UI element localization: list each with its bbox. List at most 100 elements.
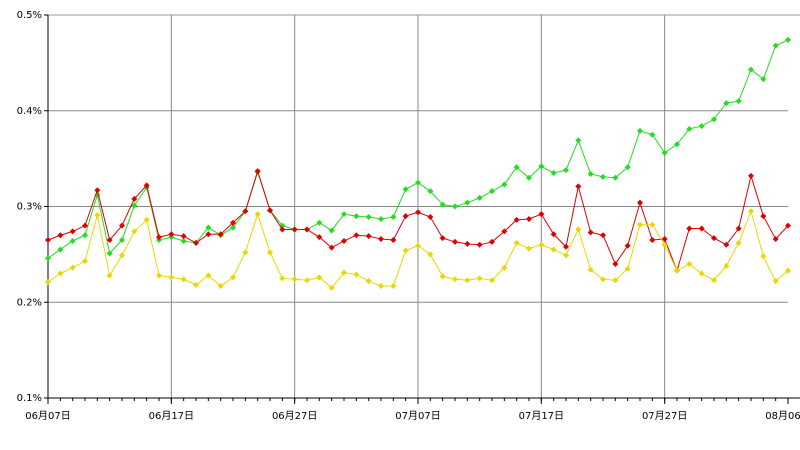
y-tick-label: 0.1% xyxy=(17,393,42,404)
y-tick-label: 0.4% xyxy=(17,106,42,117)
data-point xyxy=(69,264,76,271)
data-point xyxy=(526,245,532,252)
data-point xyxy=(402,247,409,254)
data-point xyxy=(341,211,347,218)
data-point xyxy=(242,249,249,256)
data-point xyxy=(168,274,175,281)
data-point xyxy=(772,236,779,243)
data-point xyxy=(513,216,520,223)
x-tick-label: 07月07日 xyxy=(395,410,440,422)
data-point xyxy=(723,262,730,269)
data-point xyxy=(649,237,656,244)
data-point xyxy=(661,149,668,156)
data-point xyxy=(735,98,742,105)
x-tick-label: 06月27日 xyxy=(272,410,317,422)
data-point xyxy=(476,241,483,248)
data-point xyxy=(563,243,569,250)
data-point xyxy=(205,272,212,279)
data-point xyxy=(624,242,631,249)
data-point xyxy=(550,231,557,238)
data-point xyxy=(501,228,508,235)
data-point xyxy=(353,232,360,239)
data-point xyxy=(217,282,224,289)
data-point xyxy=(69,228,76,235)
data-point xyxy=(686,125,693,132)
data-point xyxy=(304,226,310,233)
data-point xyxy=(365,233,372,240)
data-point xyxy=(538,211,545,218)
data-point xyxy=(464,277,471,284)
data-point xyxy=(785,36,791,43)
data-point xyxy=(489,238,495,245)
data-point xyxy=(538,163,545,170)
data-point xyxy=(316,234,323,241)
data-point xyxy=(131,202,138,209)
data-point xyxy=(279,275,286,282)
data-point xyxy=(698,123,705,130)
data-point xyxy=(156,272,162,279)
data-point xyxy=(637,221,643,228)
data-point xyxy=(735,239,742,246)
data-point xyxy=(612,260,619,267)
data-point xyxy=(82,222,88,229)
data-point xyxy=(131,228,138,235)
data-point xyxy=(119,237,125,244)
data-point xyxy=(279,226,286,233)
data-point xyxy=(267,249,273,256)
data-point xyxy=(353,271,360,278)
data-point xyxy=(600,232,606,239)
data-point xyxy=(575,183,582,190)
data-point xyxy=(82,258,88,265)
data-point xyxy=(452,276,458,283)
data-point xyxy=(698,225,705,232)
data-point xyxy=(526,215,532,222)
data-point xyxy=(760,253,767,260)
data-point xyxy=(230,224,236,231)
x-tick-label: 06月17日 xyxy=(149,410,194,422)
data-point xyxy=(748,66,754,73)
data-point xyxy=(180,233,187,240)
data-point xyxy=(550,169,557,176)
data-point xyxy=(489,277,495,284)
data-point xyxy=(772,278,779,285)
data-point xyxy=(316,274,323,281)
data-point xyxy=(254,211,261,218)
data-point xyxy=(242,208,249,215)
data-point xyxy=(723,241,730,248)
data-point xyxy=(476,194,483,201)
data-point xyxy=(526,174,532,181)
data-point xyxy=(513,164,520,171)
data-point xyxy=(106,272,113,279)
data-point xyxy=(735,225,742,232)
y-tick-label: 0.5% xyxy=(17,10,42,21)
data-point xyxy=(180,237,187,244)
data-point xyxy=(106,250,113,257)
data-point xyxy=(378,215,384,222)
data-point xyxy=(686,260,693,267)
data-point xyxy=(661,241,668,248)
y-tick-label: 0.3% xyxy=(17,202,42,213)
data-point xyxy=(365,278,372,285)
x-tick-label: 07月17日 xyxy=(519,410,564,422)
data-point xyxy=(390,282,397,289)
data-point xyxy=(291,276,298,283)
data-point xyxy=(427,188,434,195)
data-point xyxy=(390,214,397,221)
data-point xyxy=(587,170,594,177)
data-point xyxy=(217,231,224,238)
data-point xyxy=(698,270,705,277)
data-point xyxy=(575,137,582,144)
data-point xyxy=(760,213,767,220)
data-point xyxy=(57,246,64,253)
data-point xyxy=(637,199,643,206)
data-point xyxy=(119,252,125,259)
data-point xyxy=(587,229,594,236)
data-point xyxy=(563,167,569,174)
data-point xyxy=(785,267,791,274)
data-point xyxy=(304,277,310,284)
data-point xyxy=(193,282,199,289)
data-point xyxy=(439,273,446,280)
